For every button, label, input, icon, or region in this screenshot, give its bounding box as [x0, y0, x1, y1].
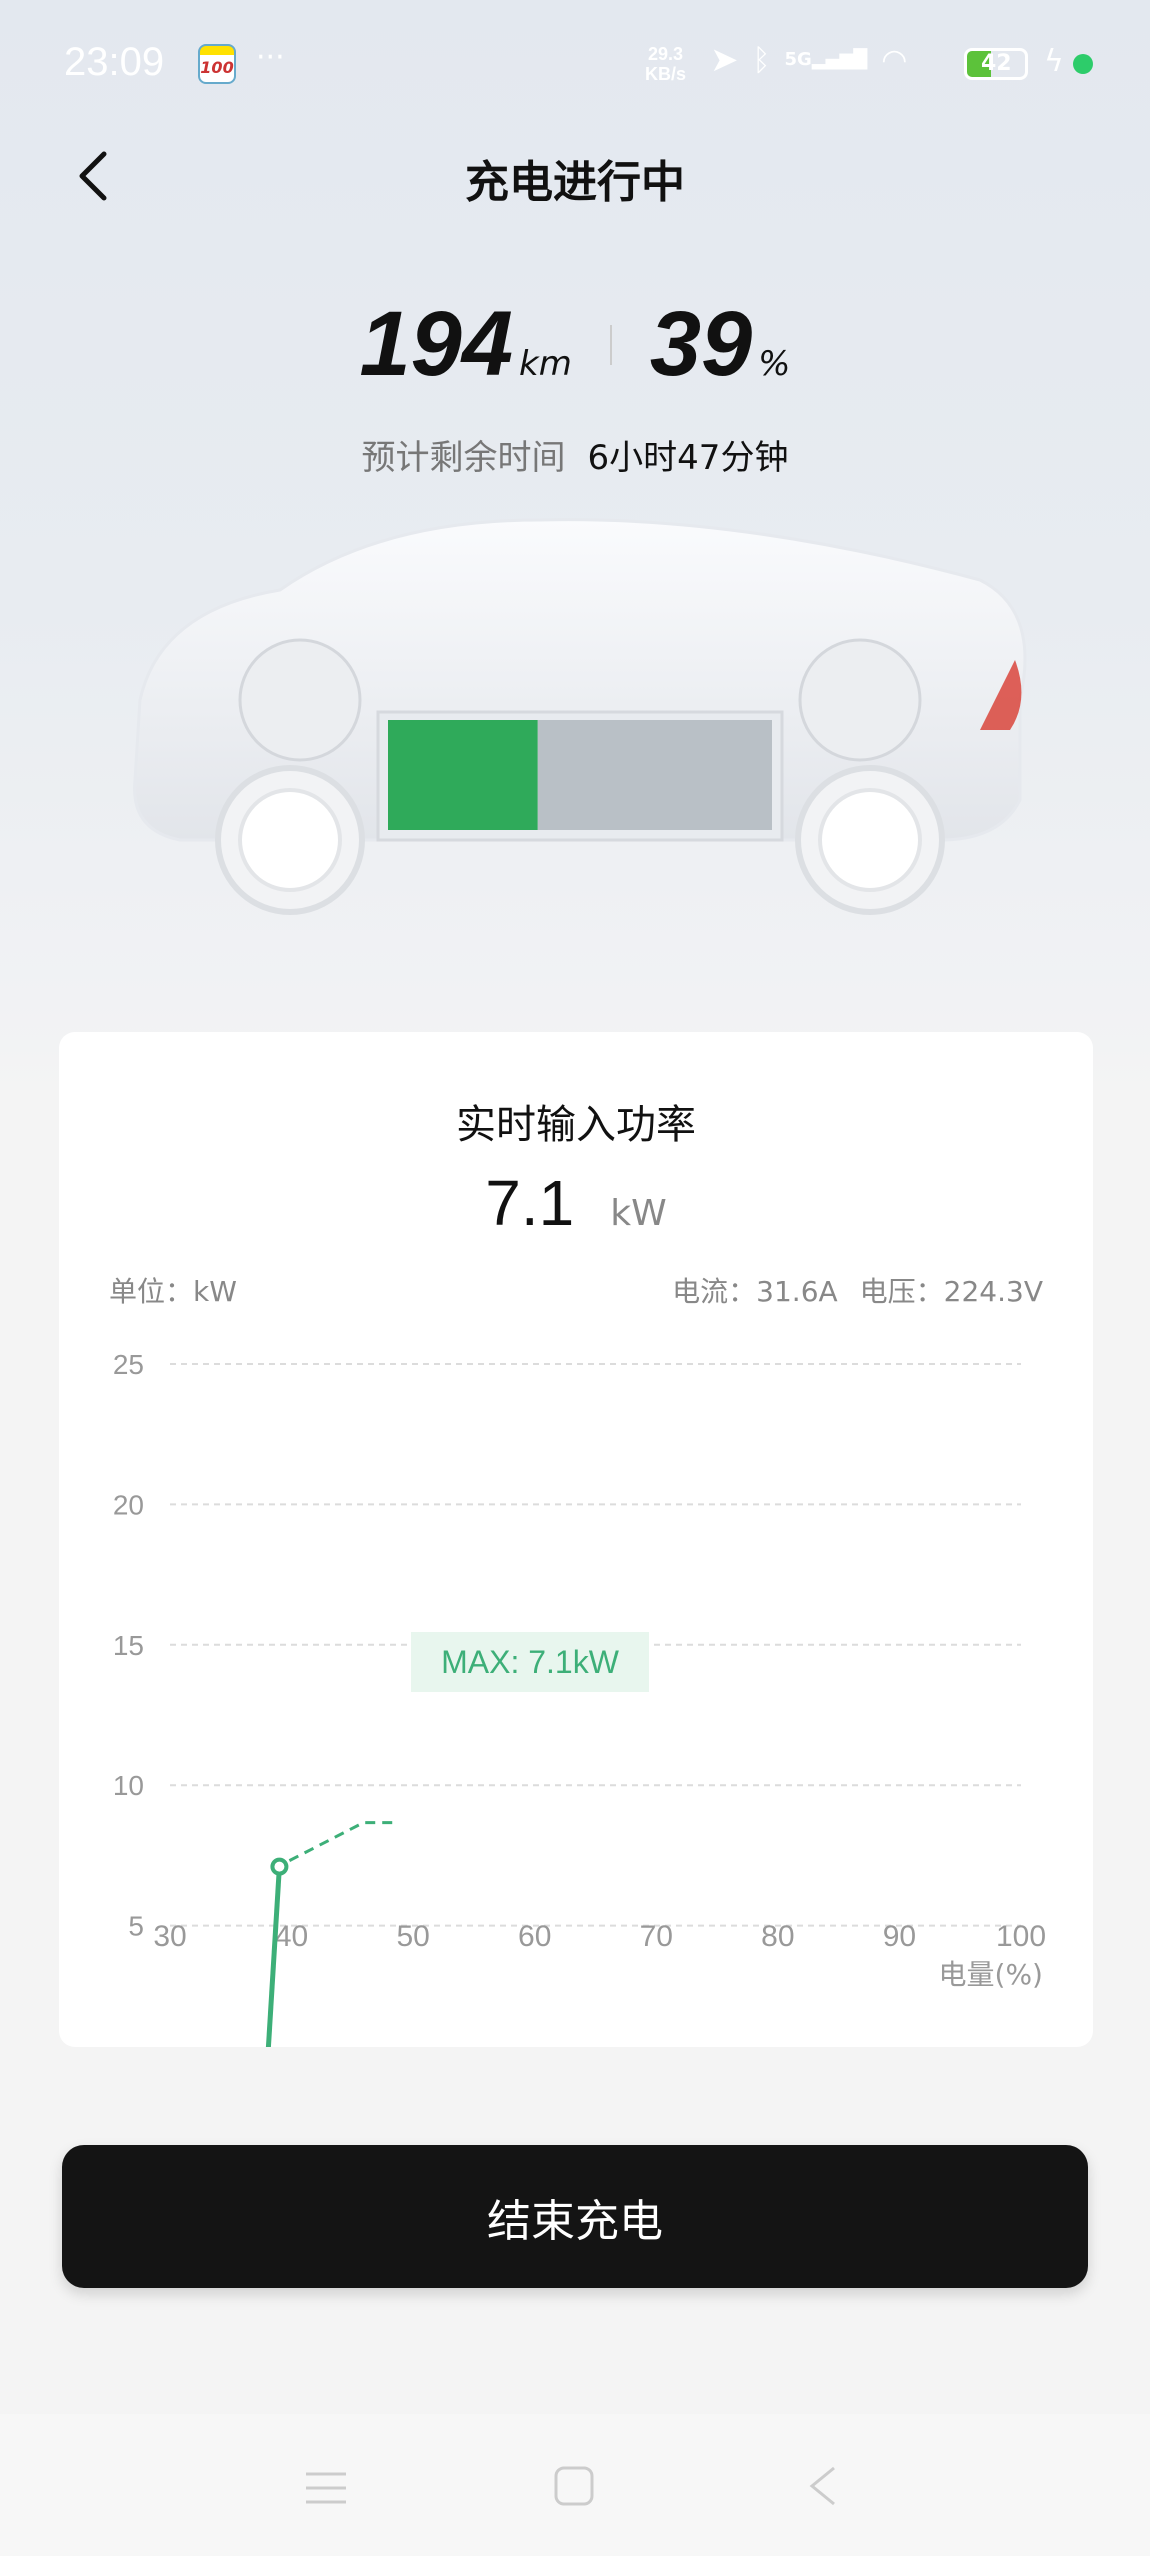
divider [609, 324, 612, 365]
battery-icon: 42 [964, 48, 1028, 80]
charge-summary: 194 km 39 % [0, 292, 1150, 397]
clock: 23:09 [64, 40, 165, 84]
privacy-indicator [1073, 54, 1093, 74]
status-bar: 23:09 100 ··· 29.3 KB/s ➤ ᛒ 5G▂▄▆█ ◠ 42 ϟ [0, 40, 1150, 92]
battery-pack [376, 710, 784, 842]
data-point [270, 1857, 289, 1876]
location-icon: ➤ [710, 40, 739, 80]
range-unit: km [519, 344, 572, 384]
power-chart: 051015202530405060708090100电量(%)MAX: 7.1… [113, 1349, 1046, 2047]
y-tick-label: 20 [113, 1489, 144, 1520]
remaining-time: 预计剩余时间 6小时47分钟 [361, 438, 789, 478]
unit-label: 单位：kW [109, 1275, 237, 1308]
x-tick-label: 30 [153, 1920, 186, 1953]
x-tick-label: 50 [396, 1920, 429, 1953]
back-button[interactable] [70, 148, 120, 204]
x-tick-label: 60 [518, 1920, 551, 1953]
net-speed: 29.3 KB/s [645, 44, 687, 84]
app-notification-icon: 100 [198, 44, 236, 84]
voltage-value: 电压：224.3V [859, 1275, 1043, 1308]
page-title: 充电进行中 [465, 157, 685, 208]
y-tick-label: 5 [128, 1911, 144, 1942]
max-power-annotation: MAX: 7.1kW [441, 1644, 620, 1680]
current-value: 电流：31.6A [672, 1275, 838, 1308]
x-tick-label: 90 [883, 1920, 916, 1953]
y-tick-label: 15 [113, 1630, 144, 1661]
range-value: 194 [359, 293, 514, 395]
stop-charging-button[interactable]: 结束充电 [62, 2145, 1088, 2288]
x-axis-label: 电量(%) [939, 1958, 1043, 1991]
x-tick-label: 80 [761, 1920, 794, 1953]
annotation-box [411, 1632, 649, 1692]
menu-icon[interactable] [304, 2468, 348, 2508]
x-tick-label: 70 [640, 1920, 673, 1953]
y-tick-label: 10 [113, 1770, 144, 1801]
power-readout: 7.1 kW [485, 1167, 667, 1239]
y-tick-label: 25 [113, 1349, 144, 1380]
signal-icon: 5G▂▄▆█ [784, 49, 868, 70]
power-series-line [265, 1866, 282, 2047]
back-nav-icon[interactable] [808, 2466, 838, 2506]
annotation-leader [288, 1821, 398, 1862]
home-icon[interactable] [554, 2466, 594, 2506]
card-title: 实时输入功率 [456, 1102, 696, 1148]
more-notifications-icon: ··· [256, 40, 285, 75]
x-tick-label: 100 [996, 1920, 1046, 1953]
soc-unit: % [758, 344, 791, 384]
wifi-icon: ◠ [881, 42, 908, 78]
car-battery-illustration [133, 518, 1027, 915]
charging-icon: ϟ [1044, 44, 1064, 79]
soc-value: 39 [649, 293, 753, 395]
x-tick-label: 40 [275, 1920, 308, 1953]
navigation-bar [0, 2414, 1150, 2556]
bluetooth-icon: ᛒ [752, 42, 771, 78]
